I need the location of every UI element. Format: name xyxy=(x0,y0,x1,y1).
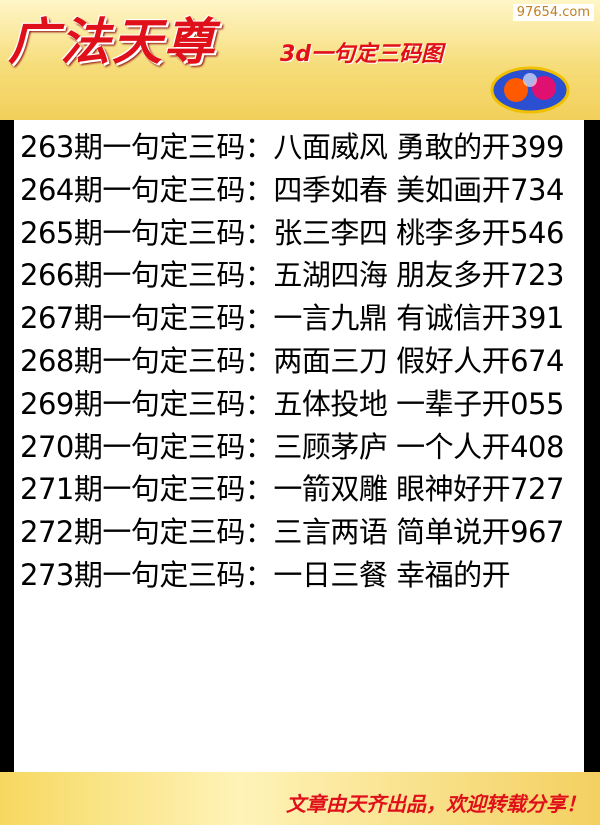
footer-bar: 文章由天齐出品，欢迎转载分享！ xyxy=(0,772,600,825)
header: 广法天尊 3d一句定三码图 97654.com xyxy=(0,0,600,120)
prediction-line: 263期一句定三码：八面威风 勇敢的开399 xyxy=(20,130,564,164)
content: 263期一句定三码：八面威风 勇敢的开399 264期一句定三码：四季如春 美如画… xyxy=(14,120,584,772)
prediction-line: 266期一句定三码：五湖四海 朋友多开723 xyxy=(20,258,564,293)
prediction-line: 271期一句定三码：一箭双雕 眼神好开727 xyxy=(20,472,564,507)
subtitle: 3d一句定三码图 xyxy=(280,42,444,67)
prediction-line: 264期一句定三码：四季如春 美如画开734 xyxy=(20,172,564,207)
watermark: 97654.com xyxy=(512,4,594,21)
prediction-line: 265期一句定三码：张三李四 桃李多开546 xyxy=(20,215,564,250)
prediction-line: 268期一句定三码：两面三刀 假好人开674 xyxy=(20,344,564,378)
prediction-line: 270期一句定三码：三顾茅庐 一个人开408 xyxy=(20,429,564,464)
prediction-line: 269期一句定三码：五体投地 一辈子开055 xyxy=(20,386,564,421)
title: 广法天尊 xyxy=(8,13,216,71)
logo xyxy=(490,66,570,114)
footer: 文章由天齐出品，欢迎转载分享！ xyxy=(286,792,586,816)
prediction-line: 273期一句定三码：一日三餐 幸福的开 xyxy=(20,558,511,592)
prediction-line: 272期一句定三码：三言两语 简单说开967 xyxy=(20,515,564,550)
prediction-line: 267期一句定三码：一言九鼎 有诚信开391 xyxy=(20,301,564,336)
